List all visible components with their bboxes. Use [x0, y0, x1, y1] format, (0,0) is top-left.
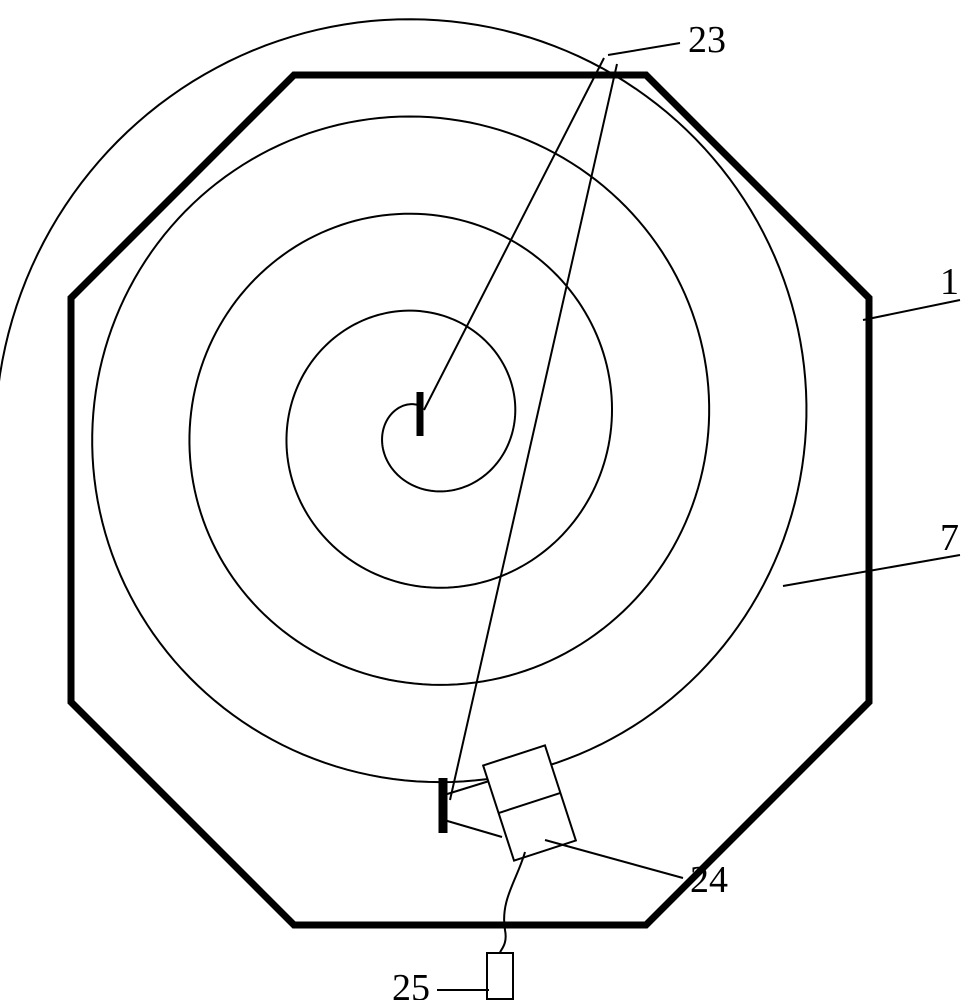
outlet-wire [500, 852, 525, 953]
label-23: 23 [688, 19, 726, 61]
label-7: 7 [940, 517, 959, 559]
connector-bottom [444, 820, 502, 837]
label-25: 25 [392, 967, 430, 1000]
leader-24 [545, 840, 683, 878]
leader-23a [424, 58, 604, 410]
spiral-groove [0, 19, 806, 782]
label-24: 24 [690, 859, 728, 901]
octagon-frame [71, 75, 869, 925]
leader-1 [863, 300, 960, 320]
outlet-box [487, 953, 513, 999]
label-1: 1 [940, 261, 959, 303]
leader-23b [450, 64, 617, 800]
leader-23-head [608, 43, 680, 55]
fan-box [483, 745, 576, 860]
